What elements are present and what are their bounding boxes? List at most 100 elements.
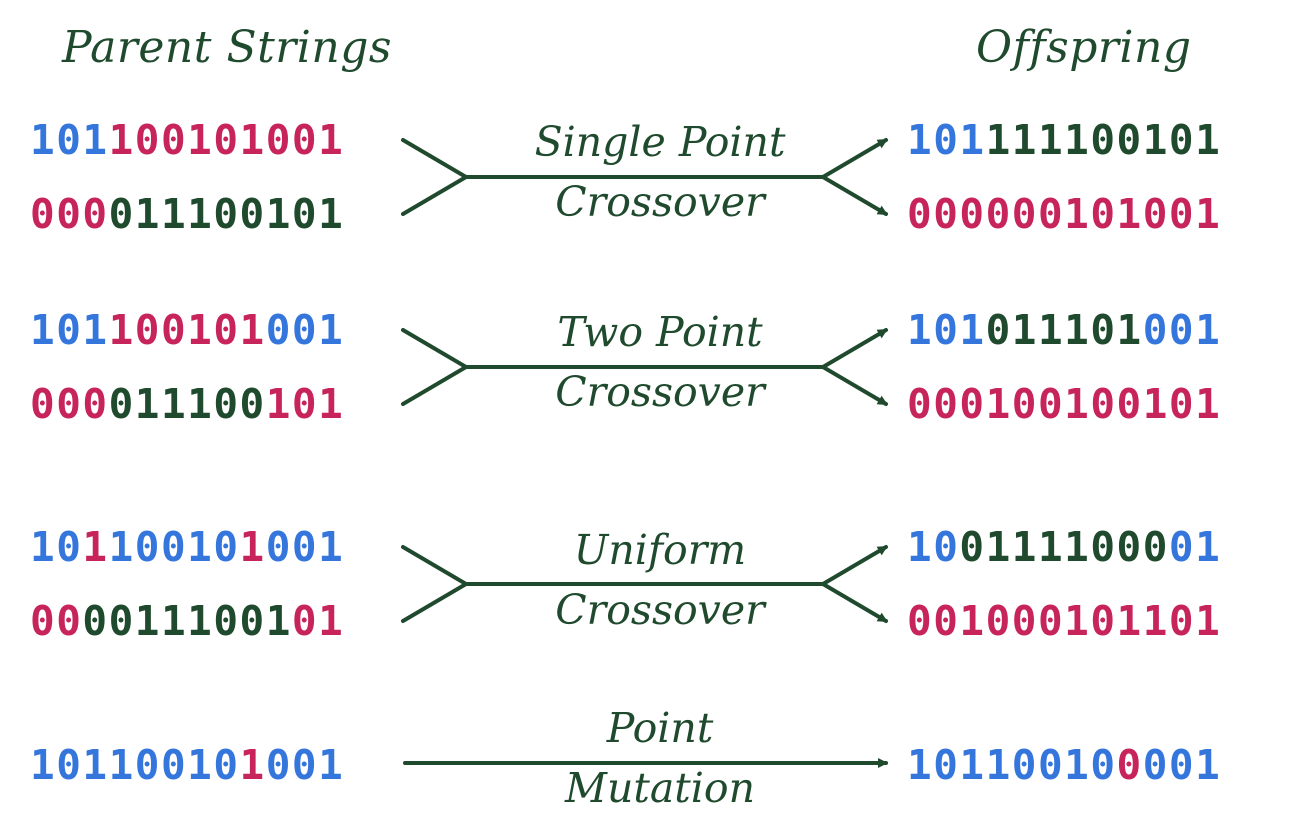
bit: 0 — [959, 523, 986, 571]
bit: 0 — [1090, 597, 1117, 645]
bit: 1 — [1064, 741, 1091, 789]
bit: 0 — [933, 190, 960, 238]
bit: 1 — [907, 741, 934, 789]
bit: 1 — [318, 116, 345, 164]
bit: 1 — [318, 597, 345, 645]
bit: 1 — [1064, 306, 1091, 354]
bit: 0 — [1037, 380, 1065, 428]
bit: 0 — [1116, 380, 1143, 428]
bit: 1 — [1116, 190, 1143, 238]
bit: 0 — [1037, 190, 1065, 238]
bit: 0 — [1090, 523, 1117, 571]
bit: 1 — [1011, 306, 1038, 354]
bit: 0 — [933, 116, 960, 164]
bit: 0 — [933, 597, 960, 645]
bit: 0 — [1011, 380, 1038, 428]
crossover-merge-line-bottom — [401, 582, 468, 623]
bit: 1 — [108, 116, 135, 164]
bit: 0 — [1142, 190, 1169, 238]
bit: 0 — [291, 116, 319, 164]
bit: 0 — [1037, 741, 1065, 789]
bit: 0 — [82, 597, 109, 645]
crossover-merge-line-top — [401, 328, 468, 369]
bit: 0 — [213, 306, 240, 354]
bit: 1 — [1064, 380, 1091, 428]
bit: 0 — [1011, 741, 1038, 789]
bit: 1 — [318, 380, 345, 428]
bit: 1 — [1195, 306, 1222, 354]
bit: 1 — [82, 741, 109, 789]
bit: 1 — [1064, 116, 1091, 164]
uniform-parent-1: 101100101001 — [30, 527, 344, 568]
mutation-parent: 101100101001 — [30, 745, 344, 786]
bit: 0 — [291, 306, 319, 354]
bit: 0 — [907, 380, 934, 428]
bit: 1 — [30, 741, 57, 789]
bit: 0 — [1142, 741, 1169, 789]
bit: 0 — [1090, 380, 1117, 428]
bit: 1 — [1064, 523, 1091, 571]
bit: 1 — [985, 380, 1012, 428]
bit: 0 — [1090, 741, 1117, 789]
bit: 1 — [318, 523, 345, 571]
bit: 1 — [239, 523, 266, 571]
bit: 0 — [1142, 306, 1169, 354]
bit: 0 — [291, 190, 319, 238]
crossover-merge-line-top — [401, 545, 468, 586]
bit: 0 — [1168, 380, 1196, 428]
bit: 1 — [1064, 190, 1091, 238]
single-point-offspring-2: 000000101001 — [907, 194, 1221, 235]
bit: 0 — [959, 380, 986, 428]
bit: 0 — [291, 597, 319, 645]
bit: 0 — [108, 380, 135, 428]
bit: 0 — [1090, 190, 1117, 238]
bit: 0 — [985, 190, 1012, 238]
bit: 0 — [82, 190, 109, 238]
bit: 1 — [1195, 116, 1222, 164]
bit: 0 — [56, 597, 83, 645]
bit: 0 — [1116, 741, 1143, 789]
single-point-parent-2: 000011100101 — [30, 194, 344, 235]
bit: 1 — [265, 597, 292, 645]
crossover-arrow-bottom — [821, 582, 888, 623]
bit: 0 — [985, 597, 1012, 645]
bit: 0 — [108, 190, 135, 238]
crossover-arrow-top — [821, 328, 888, 369]
bit: 0 — [265, 306, 292, 354]
bit: 0 — [160, 116, 188, 164]
bit: 1 — [1064, 597, 1091, 645]
bit: 1 — [959, 741, 986, 789]
bit: 1 — [985, 116, 1012, 164]
bit: 1 — [30, 116, 57, 164]
bit: 1 — [959, 597, 986, 645]
bit: 1 — [187, 523, 214, 571]
bit: 1 — [318, 190, 345, 238]
bit: 0 — [30, 597, 57, 645]
bit: 1 — [1037, 116, 1065, 164]
bit: 1 — [82, 523, 109, 571]
bit: 0 — [959, 190, 986, 238]
bit: 0 — [160, 741, 188, 789]
bit: 0 — [134, 116, 161, 164]
bit: 1 — [187, 306, 214, 354]
bit: 1 — [30, 306, 57, 354]
bit: 1 — [959, 306, 986, 354]
single-point-parent-1: 101100101001 — [30, 120, 344, 161]
bit: 0 — [1116, 523, 1143, 571]
bit: 0 — [213, 190, 240, 238]
single-point-label-line1: Single Point — [534, 118, 786, 166]
bit: 0 — [134, 523, 161, 571]
bit: 0 — [56, 741, 83, 789]
bit: 1 — [108, 306, 135, 354]
bit: 0 — [1168, 597, 1196, 645]
uniform-offspring-2: 001000101101 — [907, 601, 1221, 642]
bit: 0 — [1090, 116, 1117, 164]
bit: 0 — [213, 116, 240, 164]
uniform-label-line1: Uniform — [573, 526, 747, 574]
bit: 0 — [265, 741, 292, 789]
bit: 1 — [1011, 116, 1038, 164]
bit: 1 — [160, 190, 188, 238]
bit: 0 — [160, 306, 188, 354]
bit: 0 — [239, 190, 266, 238]
